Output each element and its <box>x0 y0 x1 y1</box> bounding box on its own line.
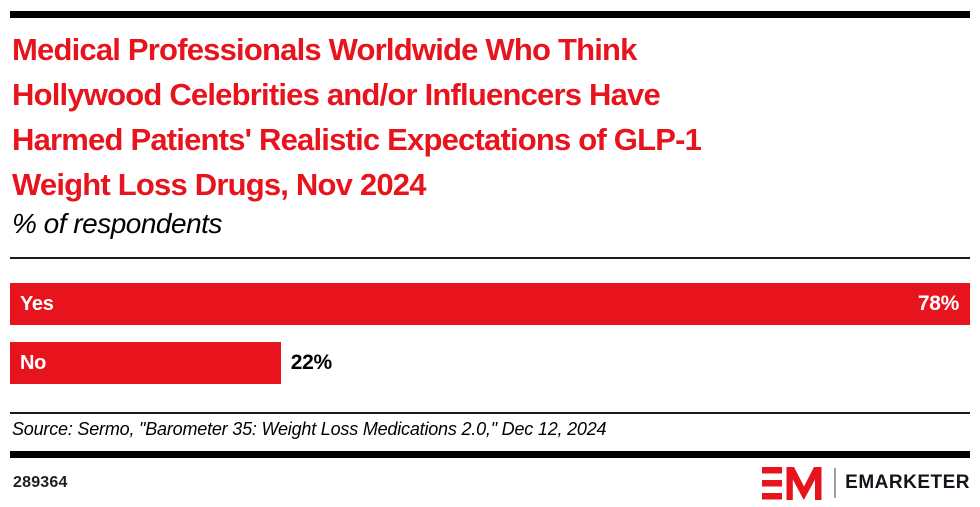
bar-row-no: No 22% <box>10 342 970 384</box>
divider-above-source <box>10 412 970 414</box>
chart-title-line: Weight Loss Drugs, Nov 2024 <box>12 167 426 202</box>
bar-category-label: Yes <box>20 292 54 315</box>
bar-row-yes: Yes 78% <box>10 283 970 325</box>
chart-title-line: Harmed Patients' Realistic Expectations … <box>12 122 702 157</box>
chart-id: 289364 <box>13 474 68 491</box>
logo-divider <box>834 468 837 498</box>
bar-yes: Yes 78% <box>10 283 970 325</box>
bar-no: No 22% <box>10 342 332 384</box>
bar-chart: Yes 78% No 22% <box>10 283 970 401</box>
chart-title-line: Hollywood Celebrities and/or Influencers… <box>12 77 661 112</box>
bar-value-label: 22% <box>290 351 332 374</box>
chart-title-line: Medical Professionals Worldwide Who Thin… <box>12 32 637 67</box>
emarketer-wordmark: EMARKETER <box>845 472 970 493</box>
divider-above-chart <box>10 257 970 259</box>
footer: 289364 EMARKETER <box>13 462 970 504</box>
bar-category-label: No <box>20 351 47 374</box>
emarketer-logo: EMARKETER <box>762 466 970 500</box>
chart-title: Medical Professionals Worldwide Who Thin… <box>12 27 962 207</box>
chart-subtitle: % of respondents <box>12 208 222 239</box>
source-line: Source: Sermo, "Barometer 35: Weight Los… <box>12 419 607 439</box>
footer-border-rule <box>10 451 970 458</box>
top-border-rule <box>10 11 970 18</box>
em-monogram-icon <box>762 466 822 500</box>
bar-value-label: 78% <box>917 292 959 315</box>
